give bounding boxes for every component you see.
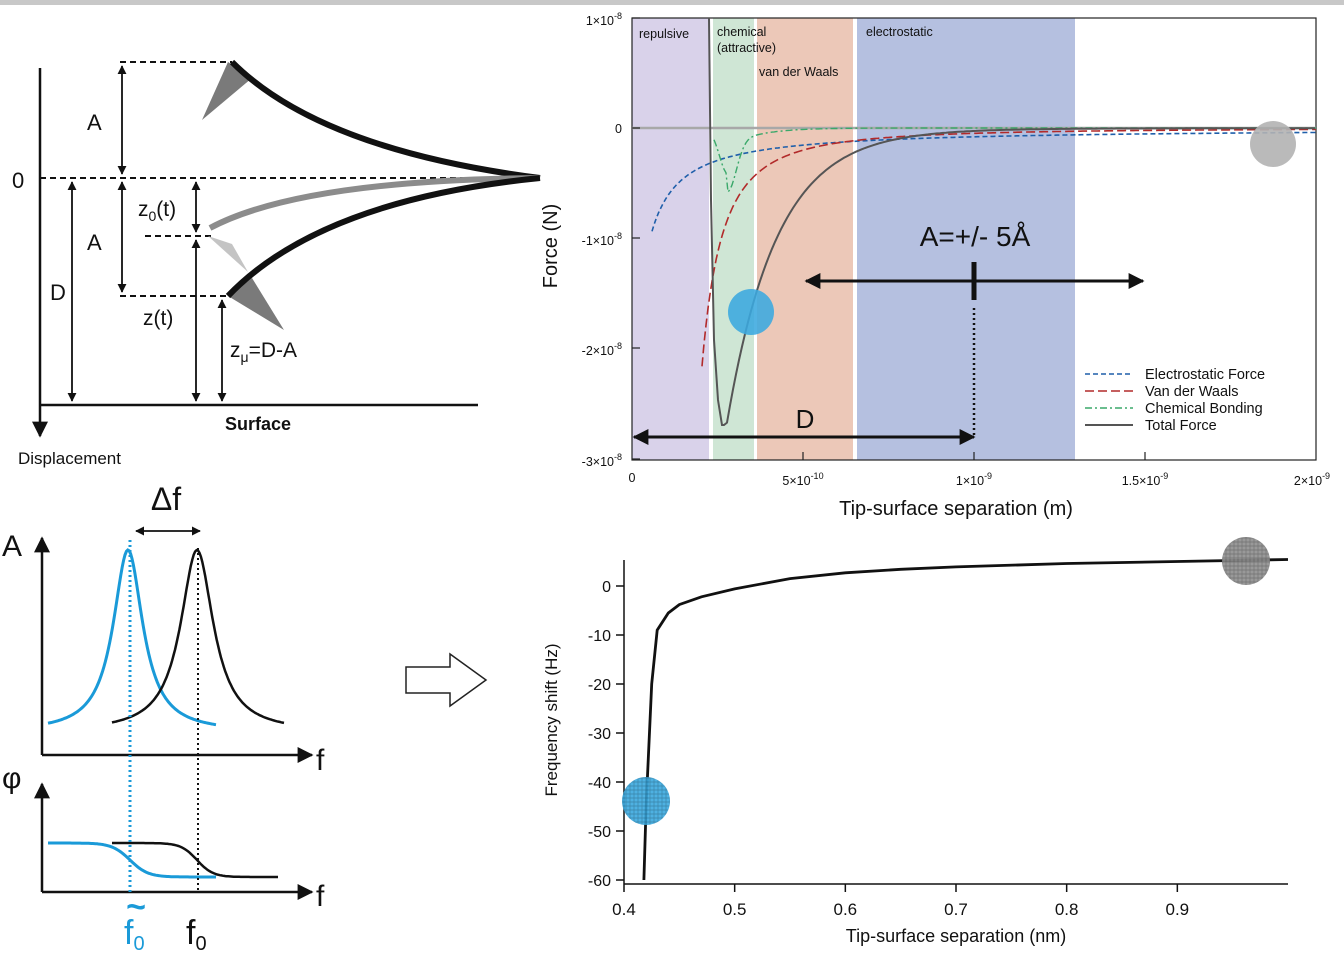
freq-xtick-label: 0.8 xyxy=(1055,900,1079,919)
amplitude-curve-free xyxy=(111,548,285,725)
cantilever-diagram: 0 A A D z0(t) z(t) zμ=D-A Surface Displa… xyxy=(12,59,541,468)
frequency-axis-label-top: f xyxy=(316,744,325,777)
frequency-axis-label-bottom: f xyxy=(316,880,325,913)
force-ytick-0: 1×10-8 xyxy=(586,11,622,28)
distance-label: D xyxy=(50,280,66,305)
phase-curve-shifted xyxy=(48,841,216,879)
freq-ytick-label: -20 xyxy=(588,677,611,694)
region-label-electrostatic: electrostatic xyxy=(866,25,933,39)
surface-label: Surface xyxy=(225,414,291,434)
electrostatic-force-curve xyxy=(651,131,1316,232)
freq-ylabel: Frequency shift (Hz) xyxy=(542,643,561,796)
freq-xtick-label: 0.4 xyxy=(612,900,636,919)
region-electrostatic xyxy=(857,18,1075,460)
legend-label-chemical: Chemical Bonding xyxy=(1145,401,1263,417)
resonance-diagram: A f φ f Δf ~ f0 f0 xyxy=(2,481,325,955)
top-border xyxy=(0,0,1344,5)
amplitude-label-mid: A xyxy=(87,230,102,255)
freq-ytick-label: -10 xyxy=(588,628,611,645)
force-ytick-2: -1×10-8 xyxy=(582,231,622,248)
freq-ytick-label: 0 xyxy=(602,579,611,596)
freq-xtick-label: 0.7 xyxy=(944,900,968,919)
force-ytick-4: -3×10-8 xyxy=(582,452,622,469)
force-xlabel: Tip-surface separation (m) xyxy=(839,498,1073,520)
force-xtick-1: 5×10-10 xyxy=(782,471,823,488)
force-ylabel: Force (N) xyxy=(540,204,562,288)
displacement-label: Displacement xyxy=(18,449,121,468)
shifted-frequency-label: f0 xyxy=(124,914,145,955)
amplitude-axis-label: A xyxy=(2,530,22,563)
force-xtick-4: 2×10-9 xyxy=(1294,471,1330,488)
freq-ytick-label: -50 xyxy=(588,824,611,841)
region-label-vdw: van der Waals xyxy=(759,65,838,79)
tip-top xyxy=(202,62,252,120)
legend-label-vdw: Van der Waals xyxy=(1145,384,1239,400)
zt-label: z(t) xyxy=(143,307,173,330)
cantilever-middle xyxy=(208,175,541,231)
free-frequency-label: f0 xyxy=(186,914,207,955)
z0-label: z0(t) xyxy=(138,198,176,224)
zero-label: 0 xyxy=(12,168,24,193)
freq-ytick-label: -40 xyxy=(588,775,611,792)
region-label-repulsive: repulsive xyxy=(639,27,689,41)
freq-xlabel: Tip-surface separation (nm) xyxy=(846,926,1066,946)
total-force-curve xyxy=(708,18,1315,426)
freq-xtick-label: 0.9 xyxy=(1166,900,1190,919)
zmu-label: zμ=D-A xyxy=(230,339,297,365)
phase-curve-free xyxy=(112,841,278,879)
legend-label-total: Total Force xyxy=(1145,418,1217,434)
cantilever-upper xyxy=(229,59,541,181)
grey-marker xyxy=(1250,121,1296,167)
frequency-shift-curve xyxy=(642,558,1289,881)
delta-f-label: Δf xyxy=(151,481,181,517)
frequency-shift-plot: 0 -10 -20 -30 -40 -50 -60 0.4 0.5 0.6 0.7 0.8 0.9 F… xyxy=(542,537,1289,946)
amplitude-curve-shifted xyxy=(47,548,217,727)
region-label-chemical-2: (attractive) xyxy=(717,41,776,55)
van-der-waals-curve xyxy=(701,128,1316,367)
force-plot: repulsive chemical (attractive) van der … xyxy=(540,11,1330,520)
region-chemical xyxy=(713,18,754,460)
amplitude-label-top: A xyxy=(87,110,102,135)
freq-xtick-label: 0.5 xyxy=(723,900,747,919)
region-repulsive xyxy=(632,18,709,460)
amplitude-value-label: A=+/- 5Å xyxy=(920,221,1031,252)
cantilever-lower xyxy=(225,175,541,299)
region-vdw xyxy=(757,18,853,460)
distance-arrow-label: D xyxy=(796,404,815,434)
force-xtick-0: 0 xyxy=(629,471,636,485)
transition-arrow xyxy=(405,652,488,708)
region-label-chemical: chemical xyxy=(717,25,766,39)
blue-marker xyxy=(728,289,774,335)
force-xtick-3: 1.5×10-9 xyxy=(1122,471,1169,488)
freq-xtick-label: 0.6 xyxy=(834,900,858,919)
force-ytick-1: 0 xyxy=(615,122,622,136)
freq-ytick-label: -60 xyxy=(588,873,611,890)
legend: Electrostatic Force Van der Waals Chemic… xyxy=(1085,367,1265,434)
tip-middle xyxy=(208,236,248,272)
force-ytick-3: -2×10-8 xyxy=(582,341,622,358)
legend-label-electrostatic: Electrostatic Force xyxy=(1145,367,1265,383)
tilde-mark: ~ xyxy=(126,888,146,926)
phase-axis-label: φ xyxy=(2,762,21,795)
force-xtick-2: 1×10-9 xyxy=(956,471,992,488)
tip-bottom xyxy=(228,278,284,330)
freq-ytick-label: -30 xyxy=(588,726,611,743)
